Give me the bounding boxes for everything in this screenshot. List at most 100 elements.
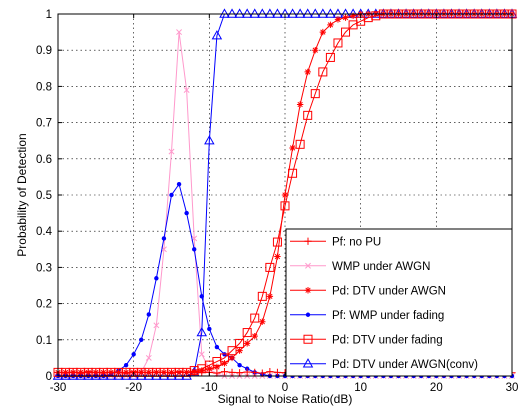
data-point xyxy=(318,67,328,77)
data-point xyxy=(294,8,306,18)
y-tick-label: 0.9 xyxy=(36,45,52,57)
legend-item: Pd: DTV under AWGN xyxy=(290,285,446,297)
y-tick-label: 0.8 xyxy=(36,81,52,93)
data-point xyxy=(281,191,289,199)
data-point xyxy=(168,148,175,155)
data-point xyxy=(154,276,159,281)
legend-item: WMP under AWGN xyxy=(290,261,430,273)
data-point xyxy=(226,8,238,18)
data-point xyxy=(211,30,223,40)
data-point xyxy=(166,370,177,380)
y-tick-label: 0.2 xyxy=(36,299,52,311)
data-point xyxy=(259,318,266,325)
legend-item: Pf: WMP under fading xyxy=(290,310,444,322)
x-tick-label: -30 xyxy=(50,382,67,394)
data-point xyxy=(257,291,267,301)
x-tick-label: 0 xyxy=(282,382,288,394)
x-tick-label: -10 xyxy=(201,382,218,394)
data-point xyxy=(204,135,215,145)
data-point xyxy=(287,8,298,18)
ticks: -30 -20 -10 0 10 20 30 0 0.1 0.2 0.3 0.4 0.5 0.6 0.7 0.… xyxy=(36,9,518,394)
legend-swatch-marker xyxy=(305,262,311,269)
data-point xyxy=(251,368,259,376)
data-point xyxy=(153,322,160,329)
data-point xyxy=(341,27,351,37)
data-point xyxy=(349,12,357,20)
data-point xyxy=(158,370,170,380)
data-point xyxy=(213,363,221,371)
y-tick-label: 0.3 xyxy=(36,262,52,274)
data-point xyxy=(342,14,349,21)
data-point xyxy=(146,312,151,317)
data-point xyxy=(219,8,230,18)
legend-label: Pf: no PU xyxy=(332,236,381,248)
y-tick-label: 0.6 xyxy=(36,154,52,166)
data-point xyxy=(251,332,258,340)
data-point xyxy=(220,368,229,376)
data-point xyxy=(196,326,208,337)
legend-label: Pd: DTV under fading xyxy=(332,334,443,346)
data-point xyxy=(310,8,321,18)
data-point xyxy=(105,370,117,380)
data-point xyxy=(272,8,283,18)
data-point xyxy=(131,352,136,357)
x-tick-label: 10 xyxy=(354,382,367,394)
data-point xyxy=(312,47,319,54)
legend-swatch-marker xyxy=(302,358,314,368)
x-tick-label: -20 xyxy=(125,382,142,394)
data-point xyxy=(83,370,94,380)
data-point xyxy=(327,21,334,29)
data-point xyxy=(98,370,109,380)
data-point xyxy=(302,8,313,18)
y-axis-label: Probability of Detection xyxy=(15,133,29,256)
data-point xyxy=(266,293,274,300)
data-point xyxy=(219,353,229,363)
data-point xyxy=(192,247,197,252)
data-point xyxy=(52,370,64,380)
data-point xyxy=(310,89,320,99)
data-point xyxy=(295,139,305,149)
data-point xyxy=(173,370,185,380)
data-point xyxy=(75,370,86,380)
data-point xyxy=(191,368,198,375)
data-point xyxy=(161,236,167,241)
legend-swatch-marker xyxy=(305,312,311,317)
data-point xyxy=(135,370,147,380)
y-tick-label: 1 xyxy=(46,9,52,21)
data-point xyxy=(228,354,236,362)
data-point xyxy=(227,346,237,356)
legend-item: Pd: DTV under fading xyxy=(290,334,443,346)
data-point xyxy=(332,8,344,18)
data-point xyxy=(235,338,245,348)
data-point xyxy=(236,347,243,354)
data-point xyxy=(303,110,313,120)
data-point xyxy=(296,101,304,108)
data-point xyxy=(274,253,281,260)
data-point xyxy=(334,16,342,23)
legend-swatch-marker xyxy=(303,334,313,344)
data-point xyxy=(198,351,205,358)
x-tick-label: 20 xyxy=(430,382,443,394)
legend-swatch-marker xyxy=(304,237,312,245)
y-tick-label: 0 xyxy=(46,371,52,383)
data-point xyxy=(221,360,228,367)
legend-box xyxy=(285,228,513,377)
data-point xyxy=(236,369,244,377)
data-point xyxy=(304,68,311,76)
data-point xyxy=(280,201,290,211)
data-point xyxy=(317,8,329,18)
data-point xyxy=(169,192,174,198)
data-point xyxy=(272,237,282,247)
data-point xyxy=(151,370,162,380)
data-point xyxy=(289,144,296,152)
legend-item: Pf: no PU xyxy=(290,236,381,248)
data-point xyxy=(319,28,327,36)
data-point xyxy=(266,368,274,376)
data-point xyxy=(143,370,155,380)
legend-swatch-marker xyxy=(304,287,312,294)
data-point xyxy=(60,370,71,380)
y-tick-label: 0.4 xyxy=(36,226,53,238)
y-tick-label: 0.1 xyxy=(36,335,52,347)
data-point xyxy=(128,370,139,380)
data-point xyxy=(139,337,144,342)
